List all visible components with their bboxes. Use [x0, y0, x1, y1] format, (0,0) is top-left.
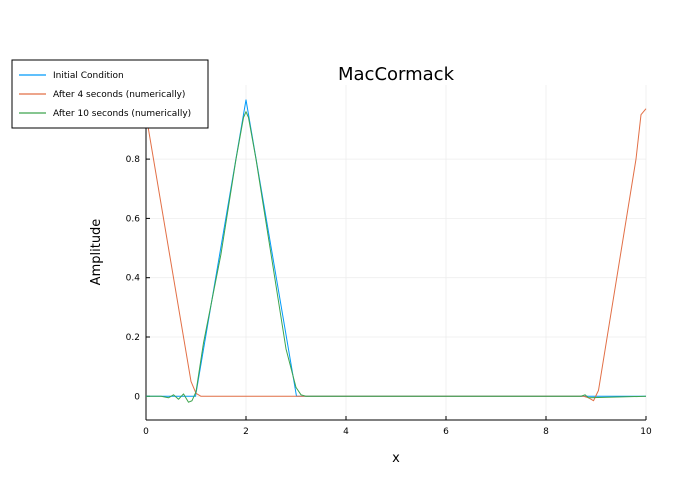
series-line-1: [145, 108, 647, 402]
legend-label-10s: After 10 seconds (numerically): [53, 109, 191, 119]
y-tick-label: 0.4: [126, 274, 141, 284]
chart-title: MacCormack: [338, 64, 455, 85]
x-tick-label: 0: [143, 427, 149, 437]
series: [145, 99, 647, 403]
y-tick-label: 0.6: [126, 214, 141, 224]
legend-label-initial: Initial Condition: [53, 71, 124, 81]
legend-label-4s: After 4 seconds (numerically): [53, 90, 185, 100]
y-tick-label: 0: [134, 392, 140, 402]
y-axis-title: Amplitude: [89, 219, 104, 286]
x-tick-label: 10: [640, 427, 652, 437]
y-tick-label: 0.2: [126, 333, 140, 343]
y-tick-label: 0.8: [126, 155, 141, 165]
series-line-0: [146, 99, 646, 397]
axes: [145, 85, 646, 421]
legend: Initial Condition After 4 seconds (numer…: [11, 59, 209, 129]
tick-labels: 0 2 4 6 8 10 0 0.2 0.4 0.6 0.8: [126, 155, 652, 437]
x-tick-label: 2: [243, 427, 249, 437]
x-tick-label: 4: [343, 427, 349, 437]
x-tick-label: 8: [543, 427, 549, 437]
x-tick-label: 6: [443, 427, 449, 437]
x-axis-title: x: [392, 451, 400, 466]
series-line-2: [146, 111, 647, 403]
